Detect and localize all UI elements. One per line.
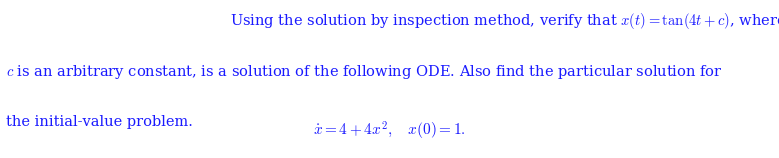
Text: Using the solution by inspection method, verify that $x(t) = \tan(4t + c)$, wher: Using the solution by inspection method,… xyxy=(230,11,779,31)
Text: $c$ is an arbitrary constant, is a solution of the following ODE. Also find the : $c$ is an arbitrary constant, is a solut… xyxy=(6,63,723,81)
Text: the initial-value problem.: the initial-value problem. xyxy=(6,115,193,129)
Text: $\dot{x} = 4 + 4x^2, \quad x(0) = 1.$: $\dot{x} = 4 + 4x^2, \quad x(0) = 1.$ xyxy=(313,120,466,142)
